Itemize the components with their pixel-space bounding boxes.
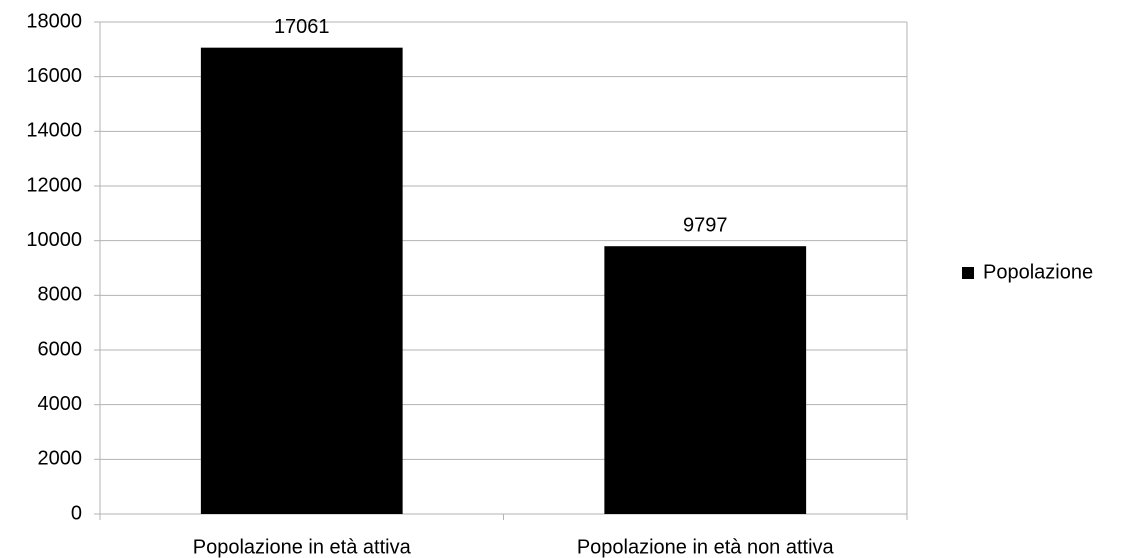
data-label: 17061 [274,16,330,38]
y-tick-label: 18000 [26,10,82,32]
x-tick-label: Popolazione in età attiva [193,536,412,558]
y-tick-label: 10000 [26,229,82,251]
y-tick-label: 4000 [38,393,83,415]
y-tick-label: 0 [71,502,82,524]
y-tick-label: 2000 [38,448,83,470]
y-tick-label: 6000 [38,338,83,360]
bar [200,47,403,514]
y-tick-label: 14000 [26,120,82,142]
legend-swatch [962,267,974,279]
y-tick-label: 16000 [26,65,82,87]
y-tick-label: 8000 [38,284,83,306]
y-tick-label: 12000 [26,174,82,196]
x-tick-label: Popolazione in età non attiva [577,536,835,558]
data-label: 9797 [683,214,728,236]
bar [604,246,807,514]
legend-label: Popolazione [983,261,1093,283]
